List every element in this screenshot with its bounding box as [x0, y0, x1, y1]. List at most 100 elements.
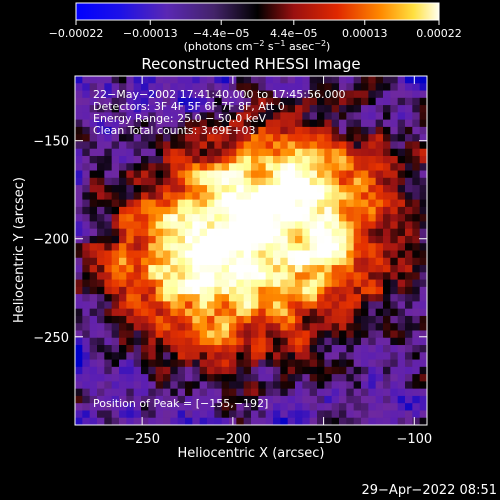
heatmap-cell [390, 185, 399, 193]
heatmap-cell [265, 323, 274, 332]
heatmap-cell [126, 286, 135, 295]
heatmap-cell [383, 228, 391, 237]
heatmap-cell [346, 221, 355, 230]
heatmap-cell [280, 286, 289, 295]
heatmap-cell [265, 185, 274, 193]
heatmap-cell [353, 337, 362, 346]
heatmap-cell [258, 90, 267, 99]
heatmap-cell [346, 315, 355, 324]
heatmap-cell [170, 221, 179, 230]
heatmap-cell [390, 345, 399, 353]
heatmap-cell [104, 177, 113, 186]
heatmap-cell [324, 323, 333, 332]
heatmap-cell [89, 308, 98, 317]
heatmap-cell [104, 337, 113, 346]
heatmap-cell [280, 250, 289, 259]
heatmap-cell [119, 352, 127, 361]
heatmap-cell [155, 265, 164, 273]
heatmap-cell [155, 374, 164, 382]
heatmap-cell [258, 410, 267, 419]
heatmap-cell [243, 112, 252, 121]
heatmap-cell [251, 199, 259, 208]
heatmap-cell [346, 337, 355, 346]
heatmap-cell [280, 403, 289, 412]
heatmap-cell [383, 250, 391, 259]
heatmap-cell [265, 388, 274, 397]
heatmap-cell [368, 97, 377, 106]
heatmap-cell [390, 352, 399, 361]
heatmap-cell [331, 228, 340, 237]
heatmap-cell [412, 308, 421, 317]
heatmap-cell [214, 395, 223, 404]
heatmap-cell [148, 112, 157, 121]
heatmap-cell [207, 315, 215, 324]
heatmap-cell [368, 257, 377, 266]
heatmap-cell [82, 192, 91, 201]
heatmap-cell [126, 97, 135, 106]
heatmap-cell [229, 163, 237, 172]
heatmap-cell [273, 235, 281, 244]
heatmap-cell [133, 221, 142, 230]
heatmap-cell [309, 206, 318, 215]
heatmap-cell [405, 214, 413, 223]
heatmap-cell [243, 177, 252, 186]
heatmap-cell [353, 345, 362, 353]
heatmap-cell [148, 214, 157, 223]
heatmap-cell [185, 163, 193, 172]
heatmap-cell [353, 243, 362, 252]
heatmap-cell [148, 388, 157, 397]
heatmap-cell [75, 192, 83, 201]
heatmap-cell [148, 83, 157, 92]
heatmap-cell [397, 395, 406, 404]
heatmap-cell [177, 141, 186, 150]
heatmap-cell [251, 395, 259, 404]
heatmap-cell [375, 308, 384, 317]
heatmap-cell [295, 359, 303, 368]
heatmap-cell [331, 221, 340, 230]
heatmap-cell [126, 228, 135, 237]
heatmap-cell [75, 265, 83, 273]
heatmap-cell [236, 148, 245, 157]
heatmap-cell [317, 112, 325, 121]
heatmap-cell [390, 199, 399, 208]
heatmap-cell [287, 97, 296, 106]
heatmap-cell [148, 119, 157, 128]
heatmap-cell [111, 403, 120, 412]
heatmap-cell [75, 403, 83, 412]
heatmap-cell [361, 155, 369, 164]
heatmap-cell [75, 243, 83, 252]
heatmap-cell [214, 214, 223, 223]
heatmap-cell [126, 315, 135, 324]
heatmap-cell [390, 257, 399, 266]
heatmap-cell [302, 272, 311, 281]
heatmap-cell [375, 199, 384, 208]
heatmap-cell [419, 250, 427, 259]
y-axis-label: Heliocentric Y (arcsec) [12, 177, 27, 323]
x-tick-label: −250 [124, 432, 160, 447]
heatmap-cell [111, 206, 120, 215]
heatmap-cell [251, 163, 259, 172]
heatmap-cell [397, 286, 406, 295]
heatmap-cell [265, 170, 274, 179]
heatmap-cell [317, 308, 325, 317]
heatmap-cell [383, 119, 391, 128]
heatmap-cell [419, 315, 427, 324]
heatmap-cell [251, 374, 259, 382]
heatmap-cell [89, 134, 98, 143]
heatmap-cell [133, 315, 142, 324]
y-tick-label: −250 [33, 331, 69, 346]
heatmap-cell [119, 83, 127, 92]
heatmap-cell [185, 366, 193, 375]
heatmap-cell [111, 388, 120, 397]
heatmap-cell [229, 199, 237, 208]
heatmap-cell [405, 301, 413, 310]
heatmap-cell [331, 359, 340, 368]
heatmap-cell [207, 192, 215, 201]
heatmap-cell [89, 163, 98, 172]
heatmap-cell [419, 265, 427, 273]
heatmap-cell [243, 163, 252, 172]
heatmap-cell [317, 294, 325, 302]
heatmap-cell [119, 235, 127, 244]
heatmap-cell [119, 192, 127, 201]
colorbar-tick-label: 4.4e−05 [270, 27, 317, 40]
